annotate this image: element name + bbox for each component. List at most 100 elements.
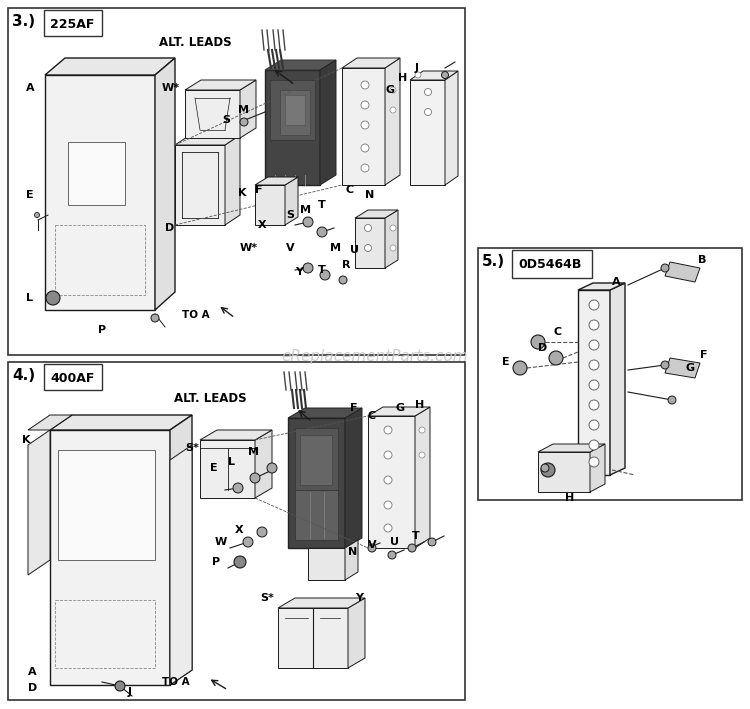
- Polygon shape: [445, 71, 458, 185]
- Circle shape: [541, 463, 555, 477]
- Circle shape: [388, 551, 396, 559]
- Text: G: G: [395, 403, 404, 413]
- Text: U: U: [390, 537, 399, 547]
- Polygon shape: [295, 428, 338, 490]
- Text: B: B: [698, 255, 706, 265]
- Text: M: M: [248, 447, 259, 457]
- Text: N: N: [348, 547, 357, 557]
- Polygon shape: [288, 408, 362, 418]
- Circle shape: [34, 213, 40, 218]
- Text: K: K: [22, 435, 31, 445]
- Text: 400AF: 400AF: [50, 372, 94, 384]
- Polygon shape: [185, 80, 256, 90]
- Circle shape: [361, 144, 369, 152]
- Circle shape: [317, 227, 327, 237]
- Circle shape: [46, 291, 60, 305]
- Circle shape: [390, 245, 396, 251]
- Circle shape: [541, 464, 549, 472]
- Text: eReplacementParts.com: eReplacementParts.com: [282, 349, 468, 364]
- Circle shape: [424, 108, 431, 116]
- Circle shape: [361, 164, 369, 172]
- Polygon shape: [345, 540, 358, 580]
- Circle shape: [303, 263, 313, 273]
- Circle shape: [589, 380, 599, 390]
- Polygon shape: [170, 445, 192, 685]
- Text: F: F: [700, 350, 707, 360]
- Polygon shape: [278, 608, 348, 668]
- Circle shape: [589, 420, 599, 430]
- Polygon shape: [270, 80, 315, 140]
- Polygon shape: [295, 490, 338, 540]
- Circle shape: [589, 440, 599, 450]
- Text: E: E: [26, 190, 34, 200]
- Polygon shape: [265, 70, 320, 185]
- Circle shape: [419, 452, 425, 458]
- Text: H: H: [415, 400, 424, 410]
- Polygon shape: [225, 135, 240, 225]
- Text: A: A: [28, 667, 37, 677]
- Text: W*: W*: [162, 83, 180, 93]
- Text: S: S: [286, 210, 294, 220]
- Text: R: R: [342, 260, 350, 270]
- Polygon shape: [28, 430, 50, 575]
- Polygon shape: [410, 71, 458, 80]
- Polygon shape: [44, 10, 102, 36]
- Polygon shape: [385, 210, 398, 268]
- Text: S*: S*: [185, 443, 199, 453]
- Text: A: A: [612, 277, 621, 287]
- Circle shape: [339, 276, 347, 284]
- Text: W: W: [215, 537, 227, 547]
- Text: J: J: [415, 63, 419, 73]
- Polygon shape: [285, 95, 305, 125]
- Text: V: V: [368, 540, 376, 550]
- Circle shape: [384, 451, 392, 459]
- Polygon shape: [175, 145, 225, 225]
- Polygon shape: [368, 407, 430, 416]
- Circle shape: [661, 264, 669, 272]
- Circle shape: [390, 87, 396, 93]
- Circle shape: [240, 118, 248, 126]
- Polygon shape: [255, 185, 285, 225]
- Text: G: G: [385, 85, 394, 95]
- Text: ALT. LEADS: ALT. LEADS: [174, 391, 246, 405]
- Polygon shape: [170, 415, 192, 685]
- Polygon shape: [8, 362, 465, 700]
- Circle shape: [513, 361, 527, 375]
- Polygon shape: [8, 8, 465, 355]
- Text: 5.): 5.): [482, 255, 506, 269]
- Circle shape: [250, 473, 260, 483]
- Circle shape: [115, 681, 125, 691]
- Circle shape: [589, 400, 599, 410]
- Polygon shape: [155, 58, 175, 310]
- Circle shape: [384, 426, 392, 434]
- Text: W*: W*: [240, 243, 258, 253]
- Text: X: X: [258, 220, 267, 230]
- Polygon shape: [368, 416, 415, 548]
- Polygon shape: [28, 415, 72, 430]
- Polygon shape: [300, 435, 332, 485]
- Text: F: F: [255, 185, 262, 195]
- Polygon shape: [58, 450, 155, 560]
- Polygon shape: [512, 250, 592, 278]
- Circle shape: [589, 320, 599, 330]
- Text: C: C: [368, 411, 376, 421]
- Polygon shape: [45, 75, 155, 310]
- Polygon shape: [538, 452, 590, 492]
- Text: F: F: [350, 403, 358, 413]
- Text: L: L: [228, 457, 235, 467]
- Circle shape: [368, 544, 376, 552]
- Polygon shape: [665, 358, 700, 378]
- Polygon shape: [68, 142, 125, 205]
- Circle shape: [361, 81, 369, 89]
- Circle shape: [442, 72, 448, 79]
- Polygon shape: [255, 430, 272, 498]
- Text: H: H: [398, 73, 407, 83]
- Circle shape: [424, 89, 431, 96]
- Text: Y: Y: [355, 593, 363, 603]
- Text: M: M: [330, 243, 341, 253]
- Text: D: D: [28, 683, 38, 693]
- Circle shape: [243, 537, 253, 547]
- Circle shape: [549, 351, 563, 365]
- Polygon shape: [44, 364, 102, 390]
- Polygon shape: [355, 218, 385, 268]
